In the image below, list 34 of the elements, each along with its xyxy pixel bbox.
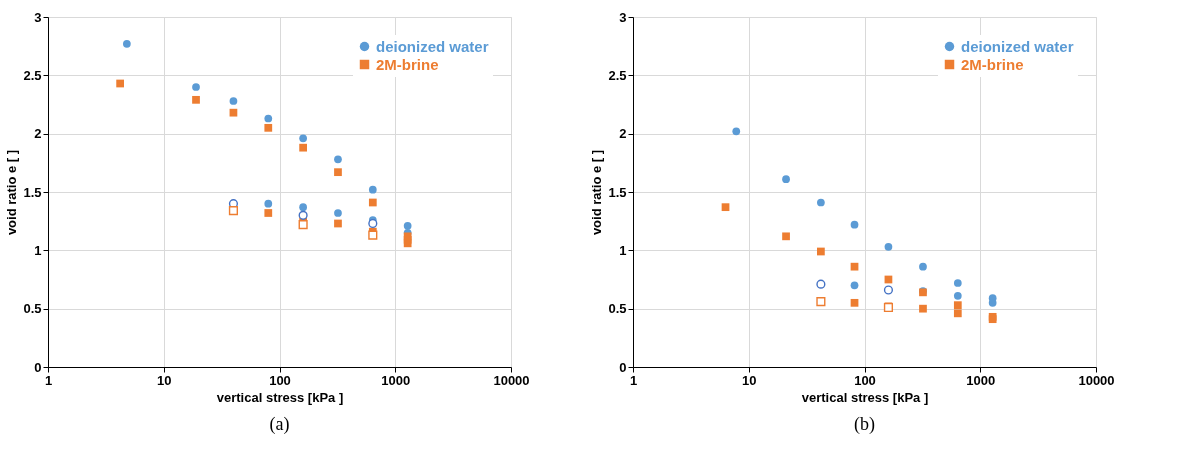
y-tick-label: 2 [619, 126, 627, 142]
y-axis-title: void ratio e [ ] [4, 149, 20, 236]
y-tick-label: 1 [619, 242, 627, 258]
y-tick-label: 1 [34, 242, 42, 258]
x-tick-label: 10000 [1078, 372, 1115, 388]
x-tick-label: 1000 [381, 372, 411, 388]
x-tick-label: 1 [629, 372, 638, 388]
x-tick-label: 10 [742, 372, 757, 388]
y-tick-label: 1.5 [608, 184, 627, 200]
y-tick-label: 0.5 [608, 301, 627, 317]
y-tick-label: 2.5 [608, 67, 627, 83]
y-tick-label: 2 [34, 126, 42, 142]
text: (b) [854, 414, 875, 435]
x-tick-label: 100 [269, 372, 291, 388]
y-tick-label: 2.5 [23, 67, 42, 83]
x-tick-label: 100 [854, 372, 876, 388]
y-tick-label: 0 [619, 359, 627, 375]
x-axis-title: vertical stress [kPa ] [216, 389, 344, 405]
y-tick-label: 3 [34, 9, 42, 25]
x-tick-label: 1 [44, 372, 53, 388]
legend-label: 2M-brine [376, 55, 439, 73]
x-tick-label: 10000 [493, 372, 530, 388]
legend-label: deionized water [961, 37, 1074, 55]
legend-label: 2M-brine [961, 55, 1024, 73]
x-tick-label: 10 [157, 372, 172, 388]
legend-label: deionized water [376, 37, 489, 55]
text: (a) [269, 414, 290, 435]
x-tick-label: 1000 [966, 372, 996, 388]
y-tick-label: 0 [34, 359, 42, 375]
y-axis-title: void ratio e [ ] [589, 149, 605, 236]
y-tick-label: 0.5 [23, 301, 42, 317]
y-tick-label: 3 [619, 9, 627, 25]
x-axis-title: vertical stress [kPa ] [801, 389, 929, 405]
y-tick-label: 1.5 [23, 184, 42, 200]
